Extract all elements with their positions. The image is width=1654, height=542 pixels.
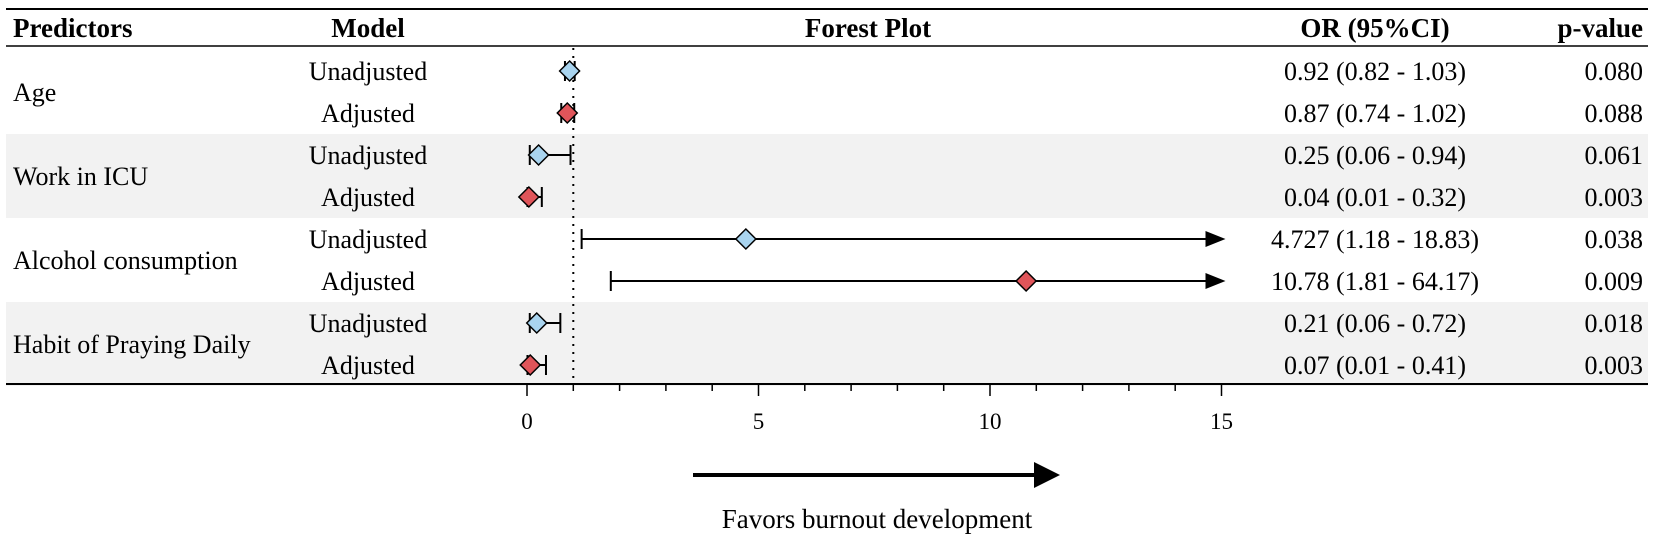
x-tick-label: 10 — [979, 409, 1002, 434]
or-ci-value: 0.07 (0.01 - 0.41) — [1284, 351, 1466, 380]
point-estimate-diamond — [525, 311, 548, 335]
model-label: Unadjusted — [309, 225, 427, 254]
point-estimate-diamond — [556, 101, 579, 125]
p-value: 0.038 — [1585, 225, 1644, 254]
ci-arrow-head — [1205, 231, 1226, 247]
p-value: 0.088 — [1585, 99, 1644, 128]
direction-arrow-head — [1034, 462, 1060, 488]
model-label: Adjusted — [321, 183, 415, 212]
point-estimate-diamond — [734, 227, 757, 251]
header-p-value: p-value — [1557, 13, 1643, 43]
p-value: 0.080 — [1585, 57, 1644, 86]
row-labels-layer: Age Unadjusted 0.92 (0.82 - 1.03) 0.080 Adju… — [13, 57, 1643, 380]
predictor-label: Alcohol consumption — [13, 246, 238, 275]
model-label: Adjusted — [321, 99, 415, 128]
x-axis: 0 5 10 15 — [521, 384, 1233, 434]
x-tick-label: 0 — [521, 409, 533, 434]
model-label: Adjusted — [321, 351, 415, 380]
predictor-label: Habit of Praying Daily — [13, 330, 251, 359]
model-label: Adjusted — [321, 267, 415, 296]
x-tick-label: 15 — [1210, 409, 1233, 434]
x-tick-label: 5 — [753, 409, 765, 434]
or-ci-value: 10.78 (1.81 - 64.17) — [1271, 267, 1479, 296]
model-label: Unadjusted — [309, 141, 427, 170]
p-value: 0.009 — [1585, 267, 1644, 296]
or-ci-value: 0.04 (0.01 - 0.32) — [1284, 183, 1466, 212]
predictor-label: Age — [13, 78, 56, 107]
or-ci-value: 4.727 (1.18 - 18.83) — [1271, 225, 1479, 254]
point-estimate-diamond — [558, 59, 581, 83]
or-ci-value: 0.87 (0.74 - 1.02) — [1284, 99, 1466, 128]
model-label: Unadjusted — [309, 57, 427, 86]
point-estimate-diamond — [527, 143, 550, 167]
estimate-marks-layer — [517, 59, 1226, 377]
p-value: 0.061 — [1585, 141, 1644, 170]
header-forest-plot: Forest Plot — [805, 13, 931, 43]
predictor-label: Work in ICU — [13, 162, 148, 191]
header-predictors: Predictors — [13, 13, 132, 43]
or-ci-value: 0.21 (0.06 - 0.72) — [1284, 309, 1466, 338]
model-label: Unadjusted — [309, 309, 427, 338]
p-value: 0.018 — [1585, 309, 1644, 338]
group-shading — [6, 134, 1648, 218]
header-or-ci: OR (95%CI) — [1300, 13, 1449, 43]
point-estimate-diamond — [519, 353, 542, 377]
ci-arrow-head — [1205, 273, 1226, 289]
row-shading-layer — [6, 134, 1648, 386]
point-estimate-diamond — [517, 185, 540, 209]
p-value: 0.003 — [1585, 183, 1644, 212]
p-value: 0.003 — [1585, 351, 1644, 380]
or-ci-value: 0.92 (0.82 - 1.03) — [1284, 57, 1466, 86]
header-model: Model — [331, 13, 405, 43]
direction-label: Favors burnout development — [722, 504, 1033, 534]
point-estimate-diamond — [1015, 269, 1038, 293]
or-ci-value: 0.25 (0.06 - 0.94) — [1284, 141, 1466, 170]
group-shading — [6, 302, 1648, 386]
